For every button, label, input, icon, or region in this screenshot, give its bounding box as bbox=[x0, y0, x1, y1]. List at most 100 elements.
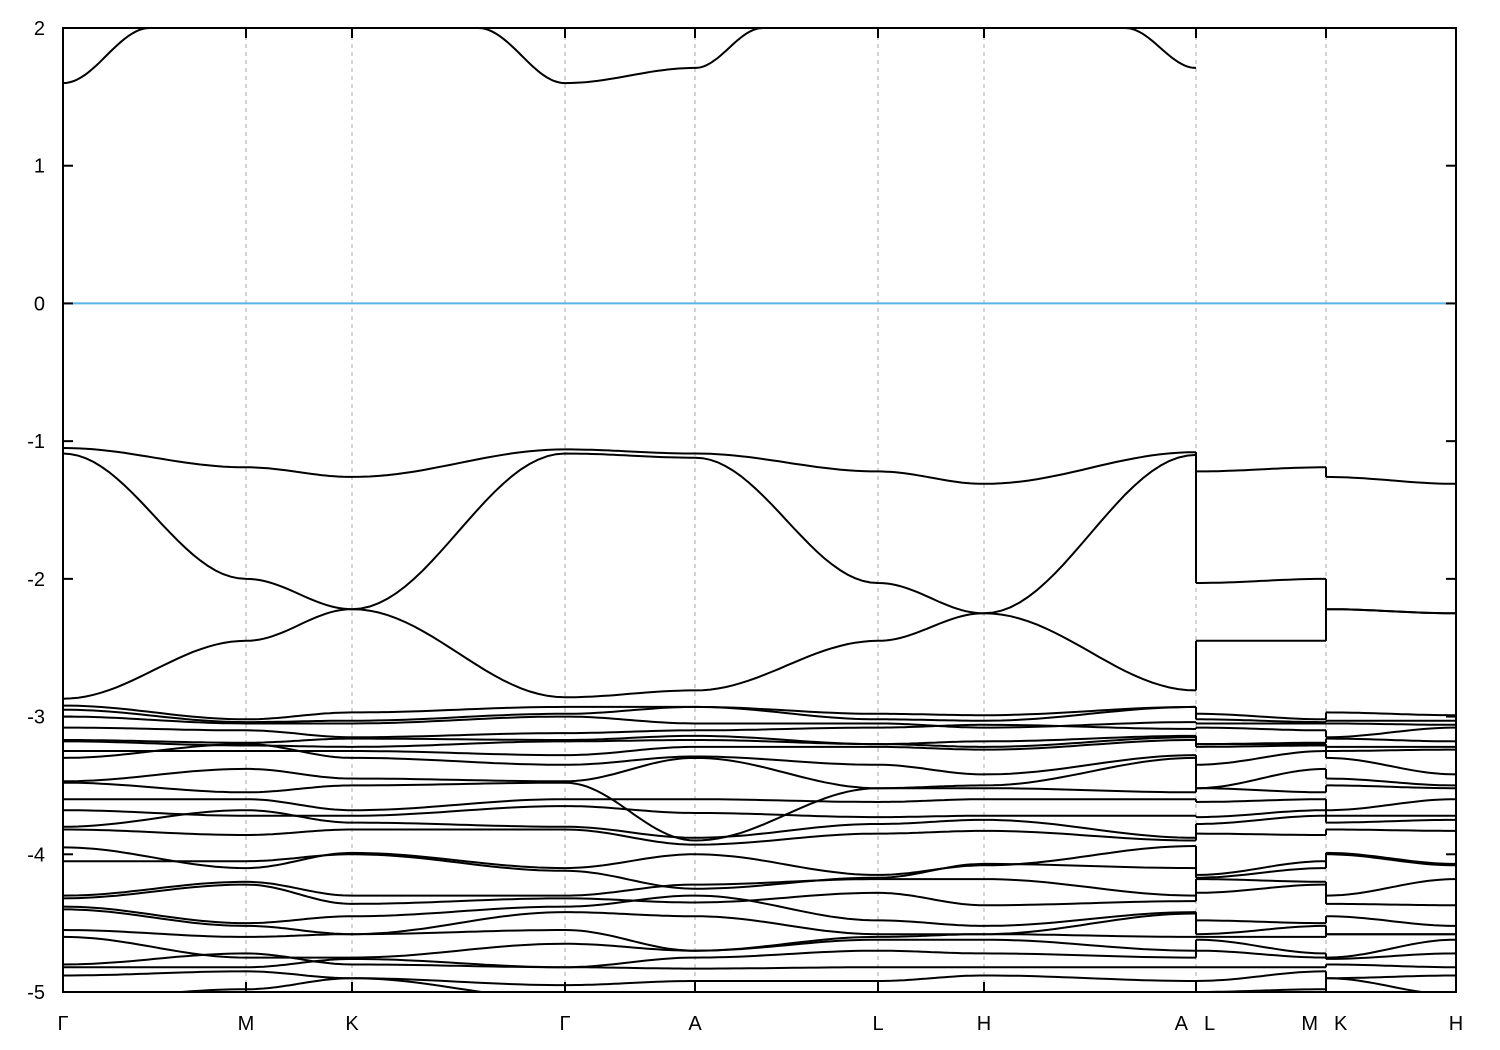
y-tick-labels: 2 1 0 -1 -2 -3 -4 -5 bbox=[27, 18, 45, 1004]
valence-band bbox=[63, 929, 1196, 952]
valence-band-L-M bbox=[1195, 750, 1327, 766]
valence-band-L-M bbox=[1195, 924, 1326, 936]
bands bbox=[63, 28, 1456, 992]
valence-band bbox=[63, 908, 1197, 936]
valence-band bbox=[63, 935, 1197, 959]
valence-band bbox=[63, 957, 1196, 970]
valence-band-L-M bbox=[1195, 798, 1326, 803]
valence-band-L-M bbox=[1196, 949, 1327, 959]
axis-ticks bbox=[62, 27, 1457, 993]
valence-band-L-M bbox=[1196, 466, 1326, 473]
valence-band-L-M bbox=[1196, 860, 1326, 876]
conduction-band bbox=[63, 28, 151, 85]
valence-band-L-M bbox=[1196, 744, 1326, 748]
valence-band-K-H bbox=[1325, 711, 1456, 717]
x-tick-label: M bbox=[1301, 1013, 1318, 1035]
valence-band bbox=[63, 809, 1197, 839]
valence-band bbox=[63, 970, 1196, 987]
valence-band bbox=[63, 734, 1196, 746]
valence-band bbox=[63, 715, 1196, 729]
valence-band-K-H bbox=[1326, 737, 1456, 743]
valence-band-L-M bbox=[1195, 767, 1327, 790]
valence-band bbox=[63, 878, 1197, 897]
valence-band bbox=[63, 949, 1196, 969]
valence-band-L-M bbox=[1196, 832, 1326, 836]
valence-band bbox=[63, 853, 1197, 890]
y-tick-label: 1 bbox=[34, 156, 45, 178]
y-tick-label: 0 bbox=[34, 293, 45, 315]
valence-band-L-M bbox=[1196, 787, 1326, 794]
valence-band bbox=[63, 894, 1197, 927]
y-tick-label: -4 bbox=[27, 844, 45, 866]
valence-band-K-H bbox=[1326, 798, 1456, 812]
valence-band-K-H bbox=[1326, 902, 1456, 907]
valence-band-K-H bbox=[1326, 784, 1456, 790]
x-tick-label: Γ bbox=[57, 1013, 68, 1035]
valence-band-L-M bbox=[1196, 726, 1326, 732]
valence-band-L-M bbox=[1196, 919, 1326, 925]
x-tick-label: H bbox=[977, 1013, 991, 1035]
valence-band-K-H bbox=[1326, 828, 1456, 832]
x-tick-label: A bbox=[688, 1013, 702, 1035]
valence-band bbox=[63, 781, 1196, 842]
valence-band-L-M bbox=[1196, 883, 1326, 894]
valence-band-K-H bbox=[1326, 748, 1456, 752]
valence-band-L-M bbox=[1196, 938, 1326, 955]
x-tick-label: L bbox=[872, 1013, 883, 1035]
valence-band-K-H bbox=[1325, 938, 1456, 959]
valence-band bbox=[63, 447, 1197, 485]
y-tick-label: -2 bbox=[27, 569, 45, 591]
valence-band-K-H bbox=[1326, 974, 1456, 980]
y-tick-label: -3 bbox=[27, 707, 45, 729]
valence-band-K-H bbox=[1326, 818, 1456, 824]
x-tick-label: Γ bbox=[559, 1013, 570, 1035]
x-tick-label: H bbox=[1449, 1013, 1463, 1035]
valence-band-K-H bbox=[1326, 726, 1456, 739]
valence-band-K-H bbox=[1325, 777, 1456, 787]
valence-band bbox=[167, 977, 923, 992]
valence-band-L-M bbox=[1196, 712, 1326, 721]
valence-band bbox=[63, 798, 1196, 812]
valence-band-K-H bbox=[1325, 475, 1456, 485]
y-tick-label: -1 bbox=[27, 431, 45, 453]
valence-band-K-H bbox=[1326, 608, 1456, 615]
valence-band bbox=[63, 739, 1196, 757]
valence-band bbox=[63, 723, 1197, 739]
valence-band bbox=[63, 704, 1197, 721]
valence-band-L-M bbox=[1196, 878, 1326, 883]
valence-band-L-M bbox=[1196, 867, 1326, 879]
x-tick-label: M bbox=[238, 1013, 255, 1035]
valence-band-K-H bbox=[1326, 722, 1456, 726]
y-tick-label: -5 bbox=[27, 982, 45, 1004]
valence-band-K-H bbox=[1325, 977, 1429, 992]
valence-band-K-H bbox=[1326, 952, 1456, 960]
x-tick-label: A bbox=[1175, 1013, 1189, 1035]
valence-band-L-M bbox=[1196, 809, 1326, 819]
valence-band-K-H bbox=[1326, 853, 1456, 867]
valence-band-L-M bbox=[1196, 814, 1327, 825]
valence-band-K-H bbox=[1325, 851, 1456, 865]
x-tick-label: K bbox=[345, 1013, 359, 1035]
y-tick-label: 2 bbox=[34, 18, 45, 40]
grid-lines bbox=[245, 28, 1327, 992]
valence-band bbox=[63, 743, 1197, 776]
valence-band bbox=[63, 756, 1197, 790]
valence-band bbox=[63, 845, 1197, 876]
valence-band bbox=[63, 705, 1197, 724]
valence-band-L-M bbox=[1196, 577, 1326, 584]
valence-band-L-M bbox=[1195, 970, 1327, 982]
valence-band bbox=[63, 452, 1197, 699]
conduction-band bbox=[1124, 28, 1197, 69]
conduction-band bbox=[477, 28, 764, 85]
valence-band bbox=[63, 805, 1196, 819]
valence-band-K-H bbox=[1325, 878, 1456, 897]
valence-band-K-H bbox=[1326, 963, 1456, 969]
plot-frame bbox=[62, 27, 1457, 993]
valence-band-K-H bbox=[1325, 756, 1456, 776]
x-tick-label: K bbox=[1334, 1013, 1348, 1035]
valence-band bbox=[63, 828, 1196, 846]
valence-band-L-M bbox=[1196, 718, 1326, 724]
valence-band bbox=[63, 452, 1197, 700]
